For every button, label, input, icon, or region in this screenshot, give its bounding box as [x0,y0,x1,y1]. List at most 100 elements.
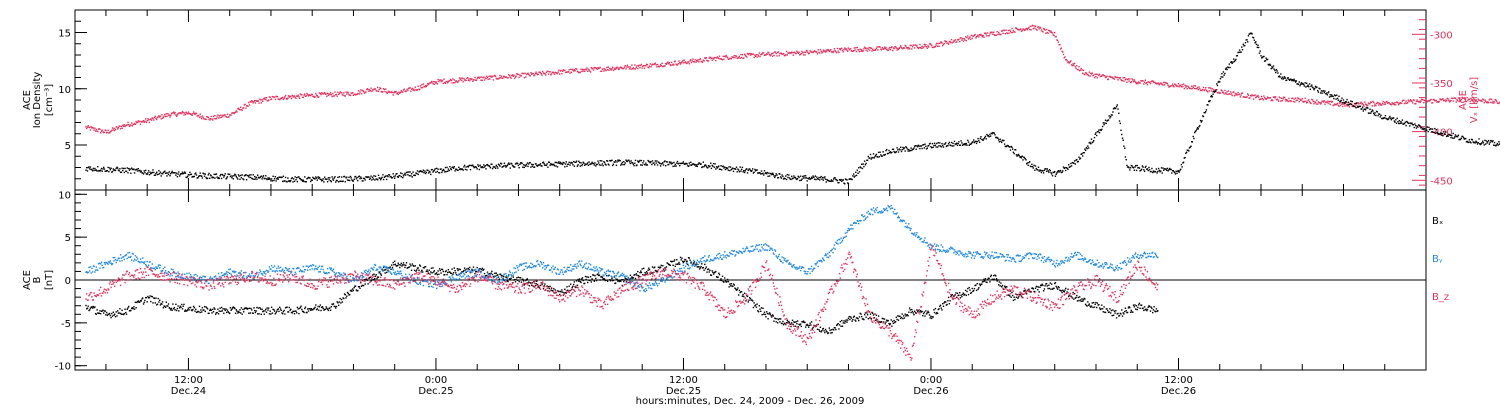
data-point-vx [1266,96,1269,98]
data-point-vx [710,56,712,59]
data-point-density [830,179,833,181]
data-point-density [1015,149,1017,151]
data-point-bx [405,262,408,264]
data-point-density [1118,112,1120,114]
data-point-density [294,176,296,178]
data-point-density [375,178,377,180]
data-point-density [1000,140,1002,143]
data-point-vx [1373,105,1376,107]
data-point-vx [265,97,268,99]
data-point-vx [1205,87,1207,89]
data-point-density [844,183,846,185]
data-point-vx [1455,101,1457,103]
data-point-vx [177,113,179,115]
data-point-vx [213,117,215,120]
x-tick-label-date-3: Dec.26 [913,386,948,397]
data-point-density [1456,136,1459,138]
data-point-vx [158,115,160,117]
data-point-bx [637,274,640,277]
data-point-vx [573,69,576,71]
data-point-bx [440,272,442,274]
data-point-density [342,180,344,182]
data-point-vx [247,105,249,107]
data-point-vx [767,51,769,53]
data-point-density [1273,68,1275,70]
data-point-bx [142,303,145,305]
data-point-vx [766,53,769,55]
data-point-density [686,163,688,165]
data-point-bx [316,308,318,310]
data-point-bx [587,281,589,284]
data-point-density [1070,162,1072,165]
data-point-density [1196,128,1198,130]
data-point-vx [800,52,802,55]
data-point-density [213,173,215,176]
data-point-vx [303,94,305,96]
data-point-vx [1107,78,1109,81]
data-point-density [1425,128,1427,130]
data-point-vx [1370,101,1373,103]
data-point-vx [329,93,331,96]
data-point-vx [201,115,204,117]
data-point-density [136,168,138,170]
data-point-density [1372,110,1374,112]
data-point-density [914,145,916,148]
top-y2-tick-label--300: -300 [1430,30,1453,41]
data-point-bx [603,278,606,280]
data-point-vx [1094,73,1096,75]
data-point-density [768,175,771,177]
data-point-vx [323,92,325,94]
data-point-density [252,174,254,176]
data-point-density [759,172,761,174]
data-point-bx [274,313,276,315]
data-point-vx [1434,99,1437,102]
data-point-density [1246,39,1248,41]
data-point-density [605,164,607,166]
data-point-vx [133,122,136,125]
data-point-vx [633,68,635,70]
data-point-vx [108,132,110,134]
data-point-vx [1302,100,1304,103]
data-point-bx [623,280,625,283]
data-point-density [763,170,766,172]
data-point-bx [595,279,598,282]
data-point-density [940,146,942,148]
data-point-density [1207,104,1209,106]
data-point-vx [537,73,539,76]
data-point-vx [1274,97,1276,99]
data-point-density [592,162,595,165]
data-point-density [159,173,161,175]
data-point-density [1274,69,1276,72]
data-point-density [553,163,555,165]
data-point-density [760,170,763,172]
data-point-vx [248,104,251,106]
data-point-vx [860,50,862,52]
data-point-density [1117,108,1119,110]
data-point-density [444,166,447,169]
data-point-vx [1210,90,1213,92]
data-point-vx [1149,82,1152,85]
data-point-vx [240,106,242,108]
data-point-density [950,144,952,147]
data-point-vx [757,55,760,57]
data-point-vx [867,48,869,50]
data-point-density [1169,168,1171,171]
data-point-density [1115,107,1117,109]
data-point-density [1168,167,1171,170]
data-point-vx [1053,34,1055,36]
data-point-density [1480,143,1482,145]
data-point-density [1233,58,1235,60]
data-point-density [1141,165,1144,167]
data-point-bx [350,289,352,291]
data-point-bx [496,274,498,276]
data-point-vx [289,95,291,97]
data-point-density [942,144,944,147]
data-point-density [1412,124,1415,126]
data-point-density [617,160,620,162]
data-point-density [670,161,672,163]
data-point-vx [189,112,191,115]
data-point-vx [367,88,369,91]
data-point-vx [1300,99,1303,101]
data-point-density [229,173,231,175]
data-point-density [332,178,334,180]
